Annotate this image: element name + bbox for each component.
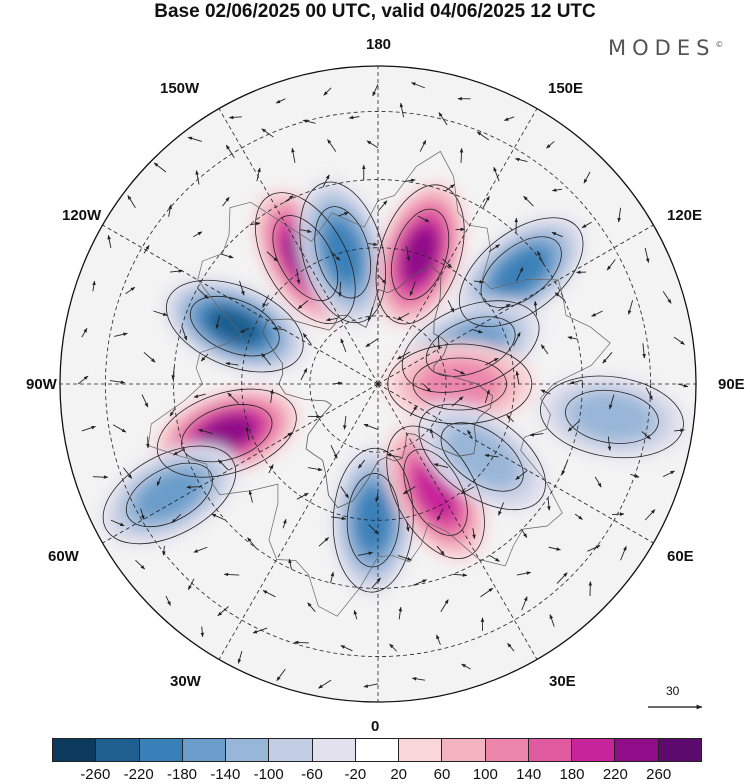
lon-label-120w: 120W	[62, 207, 101, 224]
colorbar-swatch	[269, 739, 312, 761]
lon-label-150e: 150E	[548, 80, 583, 97]
colorbar-swatch	[313, 739, 356, 761]
colorbar-tick-label: -220	[124, 766, 154, 783]
colorbar-tick-label: 140	[516, 766, 541, 783]
colorbar-swatch	[486, 739, 529, 761]
colorbar-swatch	[140, 739, 183, 761]
colorbar-swatch	[529, 739, 572, 761]
lon-label-90e: 90E	[718, 376, 745, 393]
colorbar	[52, 738, 702, 762]
colorbar-tick-label: 100	[473, 766, 498, 783]
colorbar-swatch	[615, 739, 658, 761]
wind-vector	[93, 477, 108, 478]
colorbar-swatch	[96, 739, 139, 761]
lon-label-90w: 90W	[26, 376, 57, 393]
colorbar-tick-label: -180	[167, 766, 197, 783]
lon-label-180: 180	[366, 36, 391, 53]
colorbar-tick-label: 220	[603, 766, 628, 783]
colorbar-ticks: -260 -220 -180 -140 -100 -60 -20 20 60 100 140 180 2…	[0, 766, 750, 784]
lon-label-60e: 60E	[667, 548, 694, 565]
colorbar-swatch	[442, 739, 485, 761]
lon-label-120e: 120E	[667, 207, 702, 224]
colorbar-tick-label: -100	[254, 766, 284, 783]
reference-vector-arrow	[648, 686, 708, 716]
colorbar-tick-label: -20	[344, 766, 366, 783]
colorbar-tick-label: -260	[80, 766, 110, 783]
colorbar-swatch	[659, 739, 701, 761]
lon-label-60w: 60W	[48, 548, 79, 565]
colorbar-swatch	[399, 739, 442, 761]
wind-vector	[455, 229, 464, 230]
colorbar-tick-label: -60	[301, 766, 323, 783]
colorbar-tick-label: 60	[434, 766, 451, 783]
colorbar-tick-label: 20	[390, 766, 407, 783]
wind-vector	[612, 514, 624, 515]
colorbar-tick-label: 180	[559, 766, 584, 783]
lon-label-150w: 150W	[160, 80, 199, 97]
lon-label-30w: 30W	[170, 673, 201, 690]
lon-label-30e: 30E	[549, 673, 576, 690]
colorbar-swatch	[572, 739, 615, 761]
colorbar-swatch	[356, 739, 399, 761]
colorbar-swatch	[226, 739, 269, 761]
colorbar-tick-label: 260	[646, 766, 671, 783]
lon-label-0: 0	[371, 718, 379, 735]
colorbar-swatch	[53, 739, 96, 761]
colorbar-swatch	[183, 739, 226, 761]
colorbar-tick-label: -140	[210, 766, 240, 783]
